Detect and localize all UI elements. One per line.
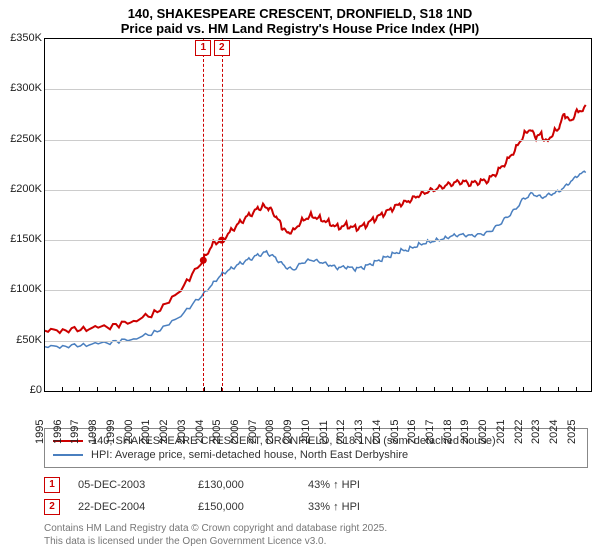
transaction-index: 1 bbox=[44, 477, 60, 493]
y-gridline bbox=[45, 341, 591, 342]
title-line-2: Price paid vs. HM Land Registry's House … bbox=[0, 21, 600, 36]
x-axis-label: 1997 bbox=[69, 420, 81, 444]
transaction-price: £130,000 bbox=[198, 479, 308, 491]
x-axis-label: 2000 bbox=[123, 420, 135, 444]
attribution: Contains HM Land Registry data © Crown c… bbox=[44, 522, 588, 548]
x-axis-label: 2002 bbox=[158, 420, 170, 444]
x-axis-label: 2018 bbox=[442, 420, 454, 444]
x-axis-label: 2012 bbox=[335, 420, 347, 444]
y-axis-label: £150K bbox=[0, 233, 42, 245]
x-axis-label: 2006 bbox=[229, 420, 241, 444]
x-axis-label: 1995 bbox=[34, 420, 46, 444]
x-axis-label: 1998 bbox=[87, 420, 99, 444]
x-axis-label: 2024 bbox=[548, 420, 560, 444]
x-axis-label: 2008 bbox=[264, 420, 276, 444]
y-gridline bbox=[45, 190, 591, 191]
x-axis-label: 2019 bbox=[459, 420, 471, 444]
legend-label: HPI: Average price, semi-detached house,… bbox=[91, 449, 408, 461]
x-axis-label: 2020 bbox=[477, 420, 489, 444]
transaction-marker-line bbox=[203, 39, 205, 391]
x-axis-label: 2025 bbox=[566, 420, 578, 444]
x-axis-label: 2011 bbox=[318, 420, 330, 444]
chart-title-block: 140, SHAKESPEARE CRESCENT, DRONFIELD, S1… bbox=[0, 0, 600, 36]
x-axis-label: 2016 bbox=[406, 420, 418, 444]
transaction-marker-index: 1 bbox=[195, 40, 211, 56]
transaction-table: 1 05-DEC-2003£130,00043% ↑ HPI 2 22-DEC-200… bbox=[44, 474, 588, 518]
x-axis-label: 2023 bbox=[530, 420, 542, 444]
transaction-date: 22-DEC-2004 bbox=[78, 501, 198, 513]
y-gridline bbox=[45, 290, 591, 291]
x-axis-label: 2004 bbox=[194, 420, 206, 444]
transaction-price: £150,000 bbox=[198, 501, 308, 513]
y-axis-label: £250K bbox=[0, 133, 42, 145]
y-axis-label: £300K bbox=[0, 82, 42, 94]
x-axis-label: 2009 bbox=[282, 420, 294, 444]
y-axis-label: £50K bbox=[0, 334, 42, 346]
transaction-row: 1 05-DEC-2003£130,00043% ↑ HPI bbox=[44, 474, 588, 496]
x-axis-label: 2001 bbox=[140, 420, 152, 444]
transaction-row: 2 22-DEC-2004£150,00033% ↑ HPI bbox=[44, 496, 588, 518]
x-axis-label: 2022 bbox=[513, 420, 525, 444]
y-axis-label: £0 bbox=[0, 384, 42, 396]
x-axis-label: 2003 bbox=[176, 420, 188, 444]
plot-area bbox=[44, 38, 592, 392]
x-axis-label: 2005 bbox=[211, 420, 223, 444]
transaction-index: 2 bbox=[44, 499, 60, 515]
x-axis-label: 2010 bbox=[300, 420, 312, 444]
transaction-delta: 33% ↑ HPI bbox=[308, 501, 418, 513]
x-axis-label: 2015 bbox=[389, 420, 401, 444]
legend-row: HPI: Average price, semi-detached house,… bbox=[53, 449, 579, 461]
x-axis-label: 2007 bbox=[247, 420, 259, 444]
x-axis-label: 1996 bbox=[52, 420, 64, 444]
transaction-marker-index: 2 bbox=[214, 40, 230, 56]
attribution-line-2: This data is licensed under the Open Gov… bbox=[44, 535, 588, 548]
x-axis-label: 2013 bbox=[353, 420, 365, 444]
x-axis-label: 2017 bbox=[424, 420, 436, 444]
y-gridline bbox=[45, 89, 591, 90]
y-gridline bbox=[45, 240, 591, 241]
y-gridline bbox=[45, 140, 591, 141]
y-axis-label: £100K bbox=[0, 283, 42, 295]
legend-swatch bbox=[53, 454, 83, 456]
title-line-1: 140, SHAKESPEARE CRESCENT, DRONFIELD, S1… bbox=[0, 6, 600, 21]
chart: £0£50K£100K£150K£200K£250K£300K£350K1995… bbox=[0, 38, 600, 428]
x-axis-label: 2014 bbox=[371, 420, 383, 444]
y-axis-label: £200K bbox=[0, 183, 42, 195]
transaction-date: 05-DEC-2003 bbox=[78, 479, 198, 491]
attribution-line-1: Contains HM Land Registry data © Crown c… bbox=[44, 522, 588, 535]
transaction-marker-line bbox=[222, 39, 224, 391]
transaction-delta: 43% ↑ HPI bbox=[308, 479, 418, 491]
chart-lines bbox=[45, 39, 591, 391]
y-axis-label: £350K bbox=[0, 32, 42, 44]
x-axis-label: 2021 bbox=[495, 420, 507, 444]
x-axis-label: 1999 bbox=[105, 420, 117, 444]
